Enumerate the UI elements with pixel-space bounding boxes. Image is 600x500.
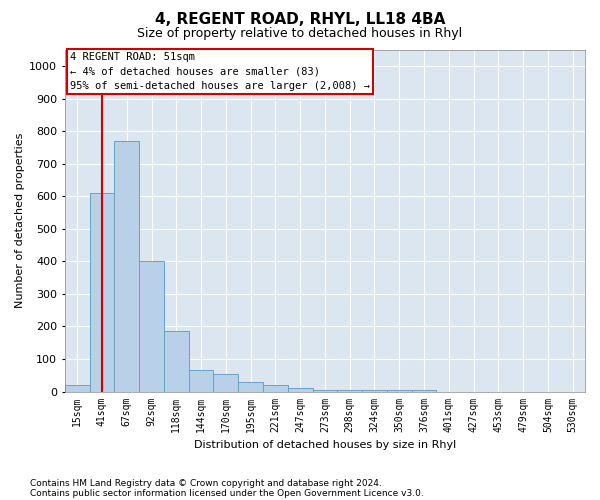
Text: Contains public sector information licensed under the Open Government Licence v3: Contains public sector information licen… xyxy=(30,488,424,498)
Bar xyxy=(164,332,188,392)
Bar xyxy=(115,141,139,392)
Y-axis label: Number of detached properties: Number of detached properties xyxy=(15,133,25,308)
Bar xyxy=(238,382,263,392)
Bar xyxy=(337,390,362,392)
Bar xyxy=(362,390,387,392)
Bar xyxy=(263,385,288,392)
Text: Size of property relative to detached houses in Rhyl: Size of property relative to detached ho… xyxy=(137,28,463,40)
Bar xyxy=(387,390,412,392)
Bar xyxy=(214,374,238,392)
Bar xyxy=(89,193,115,392)
Bar xyxy=(65,385,89,392)
Text: 4 REGENT ROAD: 51sqm
← 4% of detached houses are smaller (83)
95% of semi-detach: 4 REGENT ROAD: 51sqm ← 4% of detached ho… xyxy=(70,52,370,92)
Bar xyxy=(313,390,337,392)
Bar xyxy=(139,262,164,392)
Bar xyxy=(412,390,436,392)
X-axis label: Distribution of detached houses by size in Rhyl: Distribution of detached houses by size … xyxy=(194,440,456,450)
Bar xyxy=(288,388,313,392)
Bar xyxy=(188,370,214,392)
Text: 4, REGENT ROAD, RHYL, LL18 4BA: 4, REGENT ROAD, RHYL, LL18 4BA xyxy=(155,12,445,28)
Text: Contains HM Land Registry data © Crown copyright and database right 2024.: Contains HM Land Registry data © Crown c… xyxy=(30,478,382,488)
